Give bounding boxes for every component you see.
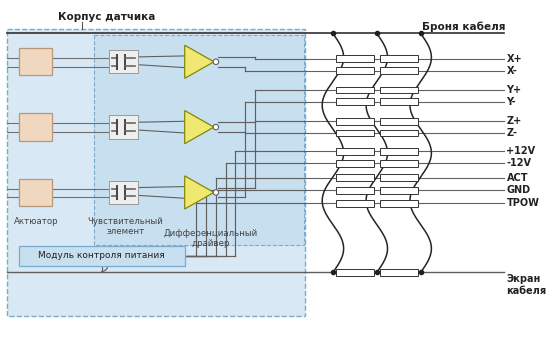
Bar	[94, 35, 304, 245]
Circle shape	[213, 190, 219, 195]
Text: Броня кабеля: Броня кабеля	[422, 21, 505, 32]
Polygon shape	[184, 176, 214, 209]
Bar	[336, 56, 374, 62]
Bar	[109, 181, 138, 204]
Text: X+: X+	[506, 54, 522, 64]
Bar	[379, 187, 418, 194]
Text: +12V: +12V	[506, 147, 536, 157]
Bar	[336, 87, 374, 93]
Bar	[379, 118, 418, 125]
Text: Z-: Z-	[506, 128, 517, 138]
Bar	[19, 114, 52, 141]
Bar	[379, 87, 418, 93]
Text: Модуль контроля питания: Модуль контроля питания	[38, 251, 165, 260]
Bar	[379, 130, 418, 136]
Text: X-: X-	[506, 65, 517, 76]
Circle shape	[213, 59, 219, 64]
Bar	[379, 200, 418, 207]
Bar	[379, 174, 418, 181]
Bar	[19, 48, 52, 75]
Bar	[336, 148, 374, 155]
Text: Y-: Y-	[506, 97, 516, 107]
Circle shape	[213, 124, 219, 130]
Bar	[379, 160, 418, 167]
Text: GND: GND	[506, 186, 531, 195]
Bar	[109, 115, 138, 139]
Text: ACT: ACT	[506, 173, 528, 183]
Bar	[336, 98, 374, 105]
Bar	[336, 160, 374, 167]
Polygon shape	[184, 45, 214, 78]
Bar	[379, 56, 418, 62]
Bar	[336, 67, 374, 74]
Bar	[336, 174, 374, 181]
Bar	[336, 200, 374, 207]
Bar	[379, 148, 418, 155]
Text: Чувствительный
элемент: Чувствительный элемент	[88, 217, 163, 236]
Text: TPOW: TPOW	[506, 198, 540, 208]
Bar	[336, 118, 374, 125]
Text: Актюатор: Актюатор	[14, 217, 59, 226]
Bar	[336, 187, 374, 194]
Text: Z+: Z+	[506, 116, 522, 126]
Bar	[379, 269, 418, 276]
Bar	[109, 50, 138, 73]
Text: -12V: -12V	[506, 158, 531, 168]
Bar	[19, 246, 184, 266]
Text: Y+: Y+	[506, 85, 522, 95]
Bar	[7, 29, 305, 316]
Bar	[336, 130, 374, 136]
Text: Корпус датчика: Корпус датчика	[58, 12, 155, 22]
Bar	[336, 269, 374, 276]
Text: Дифференциальный
драйвер: Дифференциальный драйвер	[164, 228, 258, 248]
Bar	[379, 98, 418, 105]
Bar	[19, 179, 52, 206]
Text: Экран
кабеля: Экран кабеля	[506, 275, 547, 296]
Bar	[379, 67, 418, 74]
Polygon shape	[184, 110, 214, 144]
